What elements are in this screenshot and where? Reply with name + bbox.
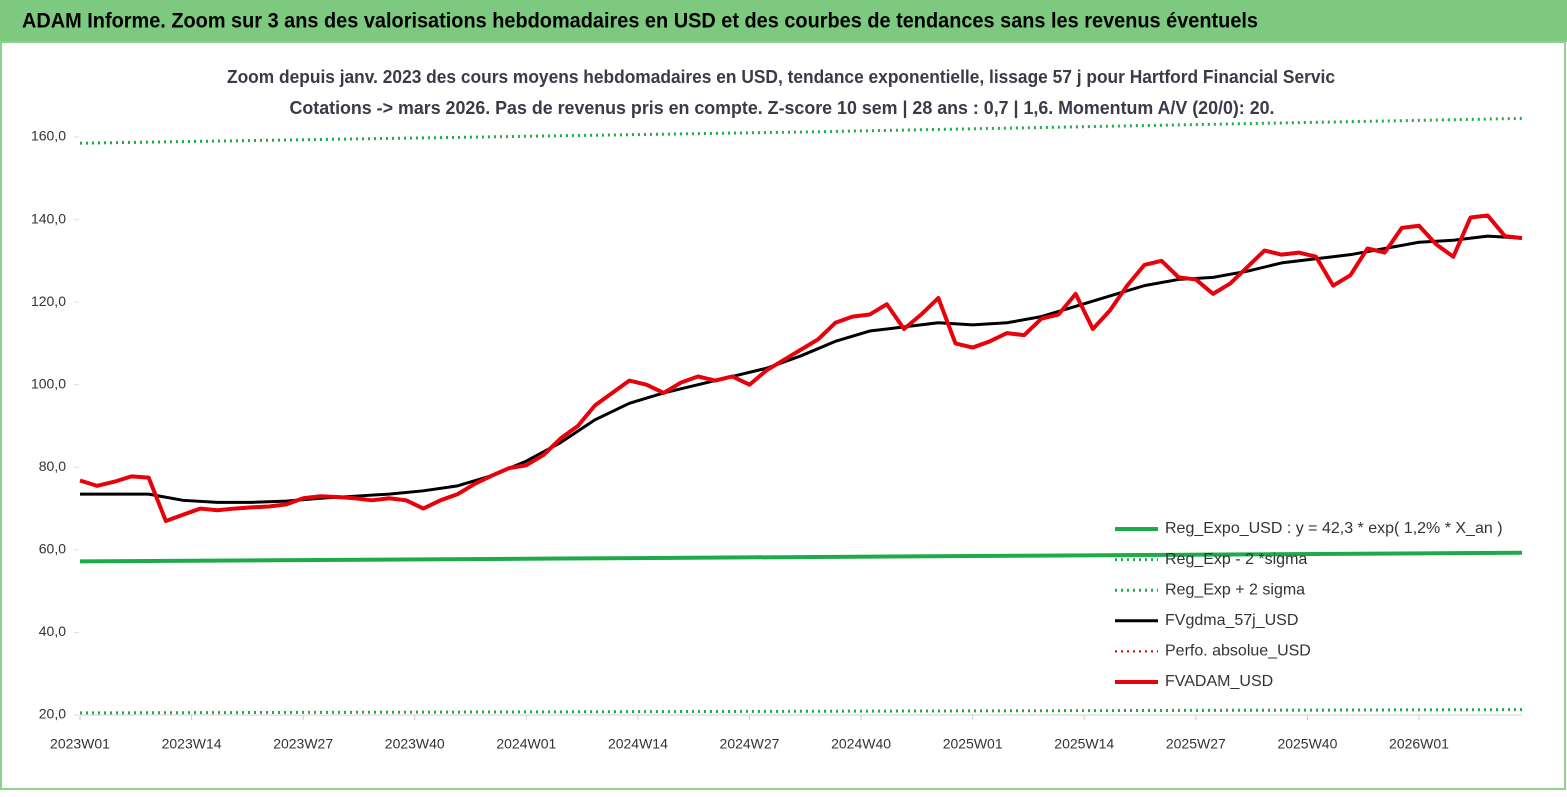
x-tick-label: 2023W27 <box>273 736 333 752</box>
chart-title: Zoom depuis janv. 2023 des cours moyens … <box>227 67 1335 87</box>
legend-label: Reg_Exp + 2 sigma <box>1165 581 1305 598</box>
y-tick-label: 120,0 <box>31 293 66 309</box>
y-tick-label: 40,0 <box>39 623 66 639</box>
x-tick-label: 2026W01 <box>1389 736 1449 752</box>
chart-frame <box>0 41 1566 790</box>
x-tick-label: 2024W40 <box>831 736 891 752</box>
x-tick-label: 2023W01 <box>50 736 110 752</box>
header-bar <box>0 0 1567 42</box>
legend-label: Reg_Expo_USD : y = 42,3 * exp( 1,2% * X_… <box>1165 520 1503 537</box>
y-tick-label: 20,0 <box>39 706 66 722</box>
x-tick-label: 2025W01 <box>943 736 1003 752</box>
x-tick-label: 2024W01 <box>496 736 556 752</box>
legend-label: FVgdma_57j_USD <box>1165 612 1298 629</box>
series-line <box>79 213 1523 523</box>
y-tick-label: 80,0 <box>39 458 66 474</box>
x-tick-label: 2023W14 <box>162 736 222 752</box>
y-tick-label: 140,0 <box>31 210 66 226</box>
x-tick-label: 2025W14 <box>1054 736 1114 752</box>
y-tick-label: 160,0 <box>31 128 66 144</box>
y-tick-label: 60,0 <box>39 541 66 557</box>
legend-label: Perfo. absolue_USD <box>1165 643 1311 660</box>
header-title: ADAM Informe. Zoom sur 3 ans des valoris… <box>22 10 1258 33</box>
x-tick-label: 2025W40 <box>1277 736 1337 752</box>
x-tick-label: 2023W40 <box>385 736 445 752</box>
legend-label: Reg_Exp - 2 *sigma <box>1165 551 1307 568</box>
series-line <box>79 708 1523 715</box>
x-tick-label: 2025W27 <box>1166 736 1226 752</box>
chart-subtitle: Cotations -> mars 2026. Pas de revenus p… <box>290 98 1275 118</box>
legend-label: FVADAM_USD <box>1165 673 1273 690</box>
x-tick-label: 2024W27 <box>720 736 780 752</box>
series-line <box>79 116 1523 145</box>
series-line <box>79 550 1523 564</box>
x-tick-label: 2024W14 <box>608 736 668 752</box>
y-tick-label: 100,0 <box>31 375 66 391</box>
series-line <box>80 234 1523 504</box>
